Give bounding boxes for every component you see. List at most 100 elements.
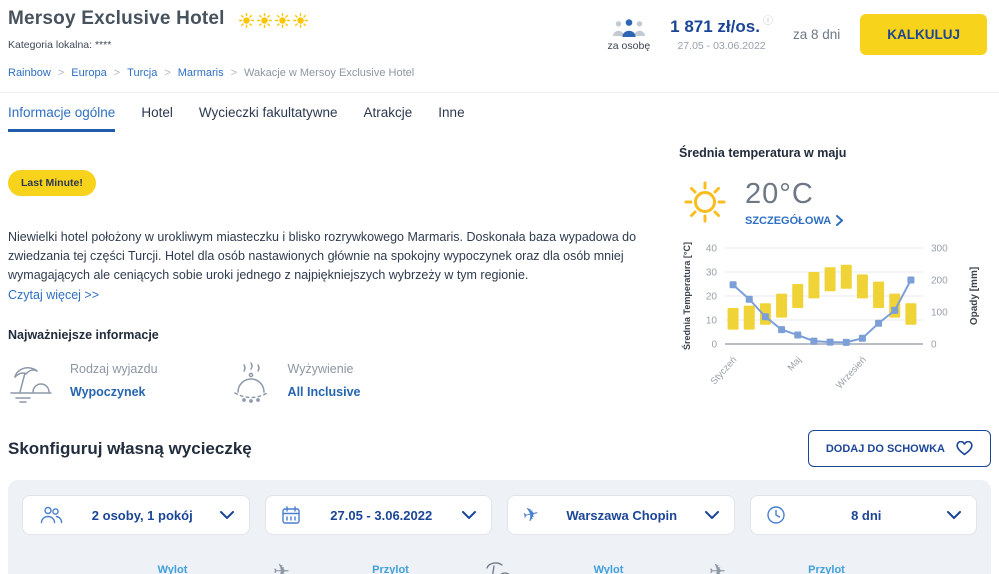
departure-airport-select[interactable]: ✈ Warszawa Chopin: [507, 495, 735, 535]
dates-select[interactable]: 27.05 - 3.06.2022: [264, 495, 492, 535]
temperature-value: 20°C: [745, 177, 814, 210]
trip-duration: za 8 dni: [792, 27, 841, 42]
chevron-down-icon: [462, 511, 476, 519]
people-icon: [612, 19, 645, 37]
per-person-block: za osobę: [607, 17, 651, 52]
plane-outbound-icon: ✈: [273, 561, 290, 574]
chevron-right-icon: [836, 215, 844, 226]
weather-title: Średnia temperatura w maju: [679, 146, 847, 160]
price-value: 1 871 zł/os.: [670, 17, 760, 36]
per-person-label: za osobę: [607, 40, 651, 52]
svg-text:10: 10: [706, 316, 718, 327]
read-more-link[interactable]: Czytaj więcej >>: [8, 288, 100, 302]
dates-value: 27.05 - 3.06.2022: [330, 507, 433, 523]
route-stop-departure-1: Wylot Warszawa Chopin: [157, 564, 188, 574]
sun-star-icon: [274, 12, 290, 28]
calendar-icon: [281, 506, 300, 524]
svg-text:0: 0: [711, 340, 717, 351]
configurator-title: Skonfiguruj własną wycieczkę: [8, 438, 252, 458]
tab-inne[interactable]: Inne: [438, 105, 465, 120]
chevron-down-icon: [947, 511, 961, 519]
configurator-header: Skonfiguruj własną wycieczkę DODAJ DO SC…: [0, 430, 999, 467]
breadcrumb-link-marmaris[interactable]: Marmaris: [177, 67, 224, 79]
key-info-title: Najważniejsze informacje: [8, 328, 159, 342]
tab-wycieczki-fakultatywne[interactable]: Wycieczki fakultatywne: [198, 105, 338, 120]
price-date-range: 27.05 - 03.06.2022: [677, 40, 766, 52]
svg-text:Średnia Temperatura [°C]: Średnia Temperatura [°C]: [681, 242, 692, 350]
plane-return-icon: ✈: [709, 561, 726, 574]
hotel-description: Niewielki hotel położony w urokliwym mia…: [8, 230, 637, 282]
breadcrumb-link-europa[interactable]: Europa: [71, 67, 107, 79]
svg-text:30: 30: [706, 268, 718, 279]
climate-chart: 0 10 20 30 40 0 100 200 300 Styczeń Maj Wrzesień Śre…: [679, 238, 991, 393]
info-icon[interactable]: ⓘ: [762, 16, 773, 27]
flight-route: Wylot Warszawa Chopin ✈ Przylot Dalaman: [22, 559, 977, 574]
route-segment: ✈: [226, 559, 338, 574]
configurator-panel: 2 osoby, 1 pokój 27.05 - 3.06.2022 ✈ War…: [8, 480, 991, 574]
breadcrumb-separator: >: [164, 67, 171, 79]
key-info-board: Wyżywienie All Inclusive: [230, 362, 361, 404]
page-title: Mersoy Exclusive Hotel: [8, 8, 225, 29]
add-to-clipboard-button[interactable]: DODAJ DO SCHOWKA: [807, 430, 991, 467]
main-content: Last Minute! Niewielki hotel położony w …: [0, 140, 999, 404]
sun-star-icon: [256, 12, 272, 28]
chevron-down-icon: [219, 511, 234, 519]
breadcrumb-link-rainbow[interactable]: Rainbow: [8, 67, 51, 79]
sun-star-icon: [292, 12, 308, 28]
svg-text:20: 20: [706, 292, 718, 303]
passengers-value: 2 osoby, 1 pokój: [91, 507, 193, 523]
route-segment-stay: [444, 559, 556, 574]
weather-details-link[interactable]: SZCZEGÓŁOWA: [745, 215, 844, 227]
svg-text:Wrzesień: Wrzesień: [834, 355, 869, 388]
beach-icon: [10, 367, 52, 403]
departure-airport-value: Warszawa Chopin: [566, 507, 678, 523]
header: Mersoy Exclusive Hotel Kategoria lokalna…: [0, 0, 999, 55]
key-info-value: Wypoczynek: [70, 385, 146, 399]
breadcrumb-separator: >: [57, 67, 65, 79]
chevron-down-icon: [704, 511, 719, 519]
title-block: Mersoy Exclusive Hotel Kategoria lokalna…: [8, 8, 308, 51]
svg-text:300: 300: [931, 244, 948, 255]
breadcrumb-separator: >: [230, 67, 238, 79]
overview-column: Last Minute! Niewielki hotel położony w …: [8, 140, 670, 404]
sun-icon: [684, 181, 726, 223]
route-segment: ✈: [662, 559, 774, 574]
last-minute-badge: Last Minute!: [8, 170, 96, 196]
passengers-icon: [40, 506, 63, 524]
heart-icon: [956, 441, 973, 456]
breadcrumb-separator: >: [113, 67, 121, 79]
route-stop-arrival-1: Przylot Dalaman: [372, 564, 409, 574]
tab-bar: Informacje ogólne Hotel Wycieczki fakult…: [0, 93, 999, 132]
tab-informacje-ogolne[interactable]: Informacje ogólne: [8, 105, 116, 132]
svg-text:Styczeń: Styczeń: [709, 355, 740, 387]
price-block: za osobę 1 871 zł/os. ⓘ 27.05 - 03.06.20…: [608, 8, 991, 55]
local-category: Kategoria lokalna: ****: [8, 39, 112, 51]
route-stop-arrival-2: Przylot Warszawa Chopin: [808, 564, 845, 574]
breadcrumb: Rainbow > Europa > Turcja > Marmaris > W…: [0, 55, 999, 93]
key-info-value: All Inclusive: [287, 385, 361, 399]
svg-text:Opady [mm]: Opady [mm]: [969, 267, 980, 325]
star-rating: [238, 12, 308, 28]
breadcrumb-link-turcja[interactable]: Turcja: [127, 67, 158, 79]
svg-text:40: 40: [706, 244, 718, 255]
sun-star-icon: [238, 12, 254, 28]
svg-text:0: 0: [931, 340, 937, 351]
tab-atrakcje[interactable]: Atrakcje: [363, 105, 413, 120]
weather-column: Średnia temperatura w maju 20°C SZCZEGÓŁ…: [679, 140, 991, 404]
key-info-label: Wyżywienie: [287, 362, 354, 376]
tab-hotel[interactable]: Hotel: [141, 105, 173, 120]
key-info-label: Rodzaj wyjazdu: [70, 362, 158, 376]
beach-stay-icon: [482, 559, 518, 574]
breadcrumb-current: Wakacje w Mersoy Exclusive Hotel: [244, 67, 415, 79]
clock-icon: [766, 506, 785, 524]
cloche-icon: [233, 362, 268, 403]
passengers-select[interactable]: 2 osoby, 1 pokój: [22, 495, 250, 535]
key-info-trip-type: Rodzaj wyjazdu Wypoczynek: [8, 362, 158, 404]
route-stop-departure-2: Wylot Dalaman: [593, 564, 624, 574]
duration-select[interactable]: 8 dni: [749, 495, 977, 535]
plane-icon: ✈: [520, 503, 541, 527]
calculate-button[interactable]: KALKULUJ: [860, 14, 987, 55]
climate-chart-svg: 0 10 20 30 40 0 100 200 300 Styczeń Maj Wrzesień Śre…: [681, 242, 980, 391]
duration-value: 8 dni: [851, 507, 882, 523]
